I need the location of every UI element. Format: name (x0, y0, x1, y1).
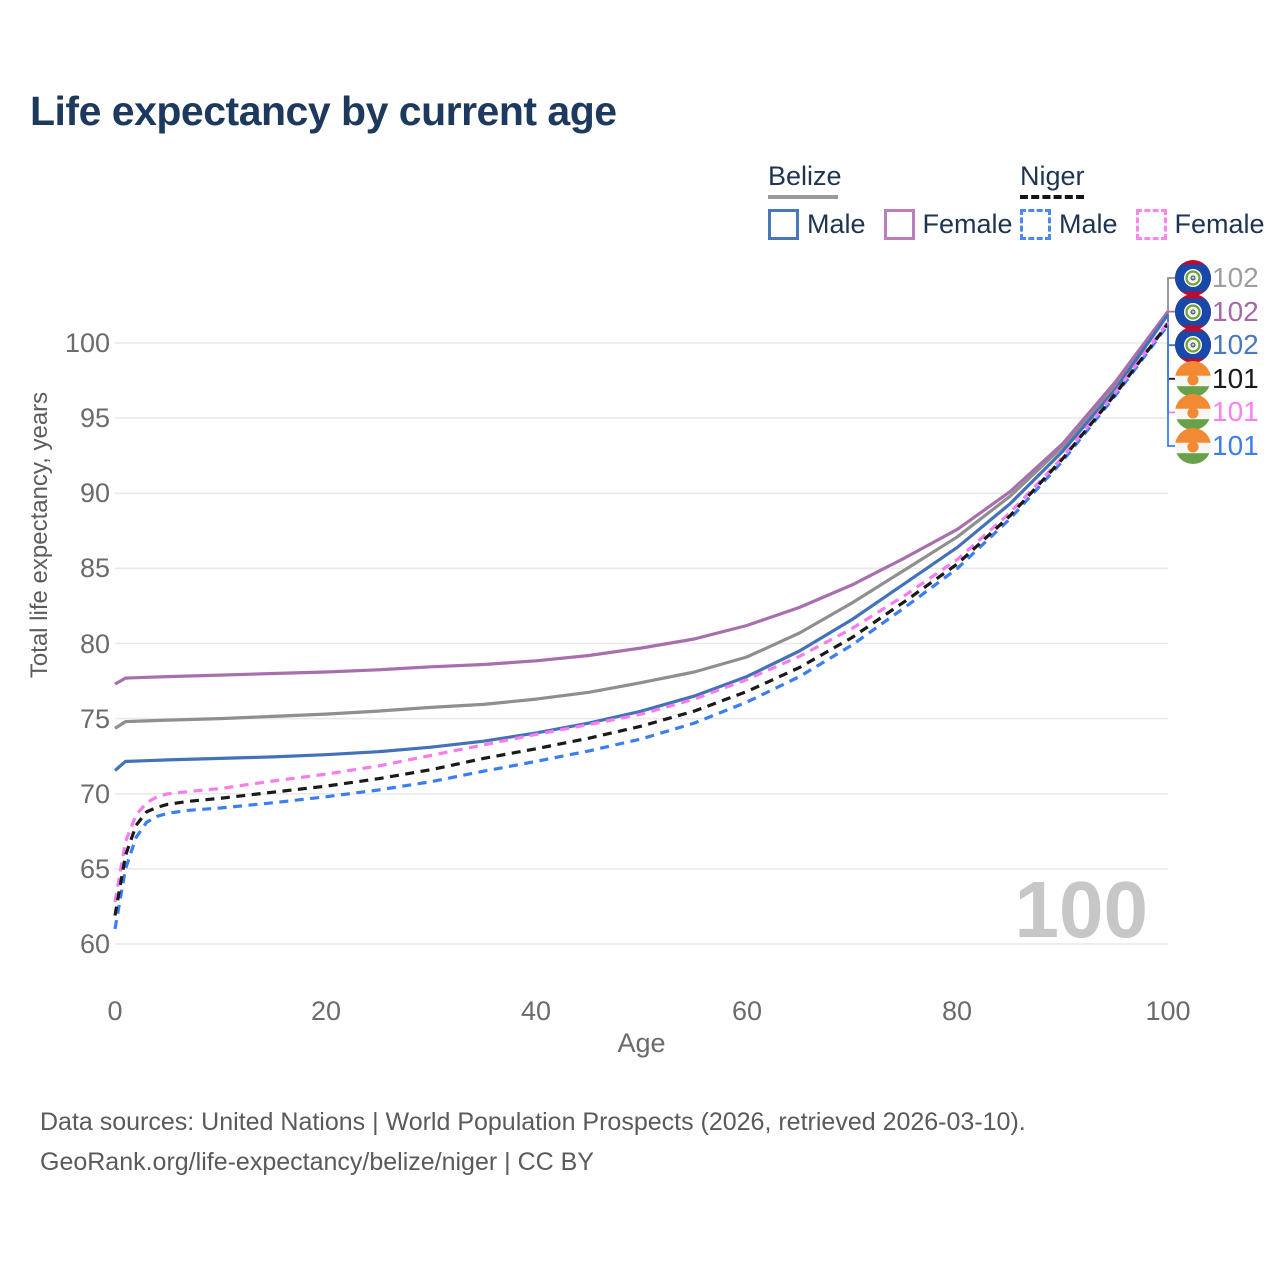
legend-country-belize[interactable]: Belize (768, 161, 1013, 199)
niger-dashed-line-swatch (1020, 195, 1084, 199)
end-label-belize-female: 102 (1212, 296, 1259, 327)
chart-title: Life expectancy by current age (30, 88, 617, 134)
niger-male-swatch-icon[interactable] (1020, 209, 1051, 240)
legend-item-belize-female-label: Female (922, 209, 1013, 239)
niger-female-swatch-icon[interactable] (1135, 209, 1167, 240)
y-tick-60: 60 (79, 929, 110, 959)
legend-group-belize: Belize Male Female (768, 161, 1013, 240)
y-tick-75: 75 (79, 704, 110, 734)
legend-item-niger-male-label: Male (1059, 209, 1118, 239)
legend-item-niger-female-label: Female (1174, 209, 1265, 239)
legend-country-belize-label: Belize (768, 161, 842, 191)
end-label-belize-male: 102 (1212, 329, 1259, 360)
age-watermark: 100 (1014, 865, 1148, 954)
end-label-niger-total: 101 (1212, 363, 1259, 394)
legend-item-belize-female[interactable]: Female (883, 209, 1013, 240)
end-label-belize-total: 102 (1212, 262, 1259, 293)
x-tick-100: 100 (1145, 996, 1191, 1026)
y-tick-90: 90 (79, 478, 110, 508)
y-tick-80: 80 (79, 629, 110, 659)
belize-flag-icon (1175, 260, 1211, 296)
y-tick-100: 100 (64, 328, 110, 358)
series-line-niger-female[interactable] (113, 321, 1170, 903)
series-line-niger-total[interactable] (113, 322, 1170, 916)
y-tick-85: 85 (79, 553, 110, 583)
series-line-belize-total[interactable] (114, 311, 1170, 730)
end-label-niger-female: 101 (1212, 396, 1259, 427)
x-tick-0: 0 (107, 996, 123, 1026)
series-line-belize-male[interactable] (113, 313, 1170, 772)
x-tick-20: 20 (310, 996, 342, 1026)
niger-flag-icon (1175, 394, 1211, 430)
belize-solid-line-swatch (768, 195, 838, 199)
x-tick-40: 40 (520, 996, 552, 1026)
end-leader-niger-male (1167, 325, 1175, 447)
belize-female-swatch-icon[interactable] (883, 209, 915, 240)
belize-flag-icon (1175, 327, 1211, 363)
belize-flag-icon (1175, 294, 1211, 330)
footer-source-line: Data sources: United Nations | World Pop… (40, 1108, 1026, 1136)
y-tick-95: 95 (79, 403, 110, 433)
niger-flag-icon (1175, 361, 1211, 397)
legend-item-niger-male[interactable]: Male (1020, 209, 1118, 240)
end-label-niger-male: 101 (1212, 430, 1259, 461)
legend-country-niger-label: Niger (1020, 161, 1085, 191)
footer-attribution-line: GeoRank.org/life-expectancy/belize/niger… (40, 1148, 594, 1176)
y-tick-65: 65 (79, 854, 110, 884)
end-leader-belize-total (1167, 277, 1175, 313)
legend-item-belize-male-label: Male (807, 209, 866, 239)
legend-group-niger: Niger Male Female (1020, 161, 1265, 240)
legend-country-niger[interactable]: Niger (1020, 161, 1265, 199)
end-leader-niger-total (1167, 323, 1175, 380)
x-tick-80: 80 (941, 996, 973, 1026)
belize-male-swatch-icon[interactable] (768, 209, 799, 240)
legend-item-niger-female[interactable]: Female (1135, 209, 1265, 240)
x-axis-title: Age (617, 1028, 666, 1058)
niger-flag-icon (1175, 428, 1211, 464)
end-leader-niger-female (1167, 322, 1175, 414)
series-line-niger-male[interactable] (113, 324, 1170, 930)
end-leader-belize-male (1167, 314, 1175, 347)
x-tick-60: 60 (731, 996, 763, 1026)
legend-item-belize-male[interactable]: Male (768, 209, 866, 240)
y-tick-70: 70 (79, 779, 110, 809)
series-line-belize-female[interactable] (114, 310, 1170, 686)
